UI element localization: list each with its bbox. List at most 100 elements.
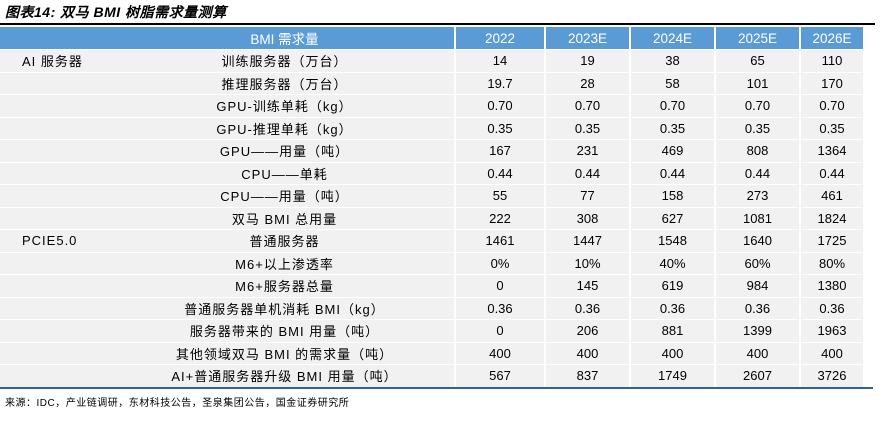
table-row: 普通服务器单机消耗 BMI（kg） 0.36 0.36 0.36 0.36 0.36 [0, 297, 863, 320]
value-cell: 1640 [714, 229, 800, 253]
value-cell: 0.70 [799, 94, 863, 118]
value-cell: 1380 [799, 274, 863, 298]
value-cell: 0.44 [799, 162, 863, 185]
category-cell [0, 319, 115, 343]
value-cell: 3726 [799, 364, 863, 387]
table-row: 服务器带来的 BMI 用量（吨） 0 206 881 1399 1963 [0, 319, 863, 343]
row-label: 普通服务器单机消耗 BMI（kg） [115, 297, 455, 320]
value-cell: 627 [629, 207, 715, 230]
value-cell: 461 [799, 184, 863, 208]
category-cell [0, 297, 115, 320]
table-row: AI+普通服务器升级 BMI 用量（吨） 567 837 1749 2607 3726 [0, 364, 863, 387]
source-note: 来源：IDC，产业链调研，东材科技公告，圣泉集团公告，国金证券研究所 [5, 397, 350, 409]
value-cell: 0.36 [544, 297, 630, 320]
value-cell: 1399 [714, 319, 800, 343]
value-cell: 77 [544, 184, 630, 208]
header-corner-spacer [0, 27, 115, 50]
table-row: GPU——用量（吨） 167 231 469 808 1364 [0, 139, 863, 163]
value-cell: 167 [454, 139, 545, 163]
value-cell: 1963 [799, 319, 863, 343]
value-cell: 60% [714, 252, 800, 275]
row-label: 服务器带来的 BMI 用量（吨） [115, 319, 455, 343]
value-cell: 469 [629, 139, 715, 163]
value-cell: 308 [544, 207, 630, 230]
value-cell: 14 [454, 49, 545, 73]
category-cell [0, 274, 115, 298]
value-cell: 231 [544, 139, 630, 163]
value-cell: 58 [629, 72, 715, 95]
category-cell [0, 117, 115, 140]
value-cell: 567 [454, 364, 545, 387]
table-row: 推理服务器（万台） 19.7 28 58 101 170 [0, 72, 863, 95]
value-cell: 0 [454, 319, 545, 343]
value-cell: 1725 [799, 229, 863, 253]
bmi-demand-table: BMI 需求量 2022 2023E 2024E 2025E 2026E AI 服务器训… [0, 27, 863, 387]
value-cell: 400 [544, 342, 630, 365]
table-row: 双马 BMI 总用量 222 308 627 1081 1824 [0, 207, 863, 230]
value-cell: 38 [629, 49, 715, 73]
value-cell: 0.36 [799, 297, 863, 320]
table-row: CPU——用量（吨） 55 77 158 273 461 [0, 184, 863, 208]
value-cell: 881 [629, 319, 715, 343]
table-row: GPU-推理单耗（kg） 0.35 0.35 0.35 0.35 0.35 [0, 117, 863, 140]
year-column-header: 2023E [544, 27, 630, 50]
row-label: 训练服务器（万台） [115, 49, 455, 73]
year-column-header: 2022 [454, 27, 545, 50]
table-row: PCIE5.0 普通服务器 1461 1447 1548 1640 1725 [0, 229, 863, 253]
table-row: GPU-训练单耗（kg） 0.70 0.70 0.70 0.70 0.70 [0, 94, 863, 118]
value-cell: 28 [544, 72, 630, 95]
value-cell: 619 [629, 274, 715, 298]
value-cell: 0.44 [629, 162, 715, 185]
value-cell: 0.35 [544, 117, 630, 140]
figure-title: 图表14: 双马 BMI 树脂需求量测算 [0, 0, 875, 25]
category-cell [0, 72, 115, 95]
report-figure: 图表14: 双马 BMI 树脂需求量测算 BMI 需求量 2022 2023E 20… [0, 0, 875, 409]
value-cell: 0.70 [714, 94, 800, 118]
row-label: M6+服务器总量 [115, 274, 455, 298]
value-cell: 400 [629, 342, 715, 365]
value-cell: 1081 [714, 207, 800, 230]
value-cell: 10% [544, 252, 630, 275]
value-cell: 400 [714, 342, 800, 365]
value-cell: 0% [454, 252, 545, 275]
category-cell [0, 364, 115, 387]
value-cell: 0.44 [714, 162, 800, 185]
value-cell: 0.36 [714, 297, 800, 320]
value-cell: 170 [799, 72, 863, 95]
value-cell: 273 [714, 184, 800, 208]
value-cell: 0.35 [714, 117, 800, 140]
row-label: CPU——单耗 [115, 162, 455, 185]
value-cell: 984 [714, 274, 800, 298]
value-cell: 101 [714, 72, 800, 95]
value-cell: 837 [544, 364, 630, 387]
value-cell: 1364 [799, 139, 863, 163]
value-cell: 0.70 [544, 94, 630, 118]
value-cell: 1447 [544, 229, 630, 253]
value-cell: 0.36 [454, 297, 545, 320]
value-cell: 0.36 [629, 297, 715, 320]
header-corner-label: BMI 需求量 [115, 27, 455, 50]
category-cell [0, 139, 115, 163]
value-cell: 80% [799, 252, 863, 275]
value-cell: 400 [454, 342, 545, 365]
row-label: GPU-推理单耗（kg） [115, 117, 455, 140]
category-cell [0, 342, 115, 365]
category-cell: AI 服务器 [0, 49, 115, 73]
value-cell: 110 [799, 49, 863, 73]
row-label: 双马 BMI 总用量 [115, 207, 455, 230]
value-cell: 145 [544, 274, 630, 298]
value-cell: 40% [629, 252, 715, 275]
category-cell [0, 252, 115, 275]
row-label: M6+以上渗透率 [115, 252, 455, 275]
category-cell [0, 162, 115, 185]
value-cell: 1548 [629, 229, 715, 253]
value-cell: 1824 [799, 207, 863, 230]
row-label: AI+普通服务器升级 BMI 用量（吨） [115, 364, 455, 387]
value-cell: 0.44 [544, 162, 630, 185]
value-cell: 2607 [714, 364, 800, 387]
year-column-header: 2026E [799, 27, 863, 50]
row-label: GPU-训练单耗（kg） [115, 94, 455, 118]
value-cell: 0.35 [454, 117, 545, 140]
value-cell: 400 [799, 342, 863, 365]
year-column-header: 2025E [714, 27, 800, 50]
